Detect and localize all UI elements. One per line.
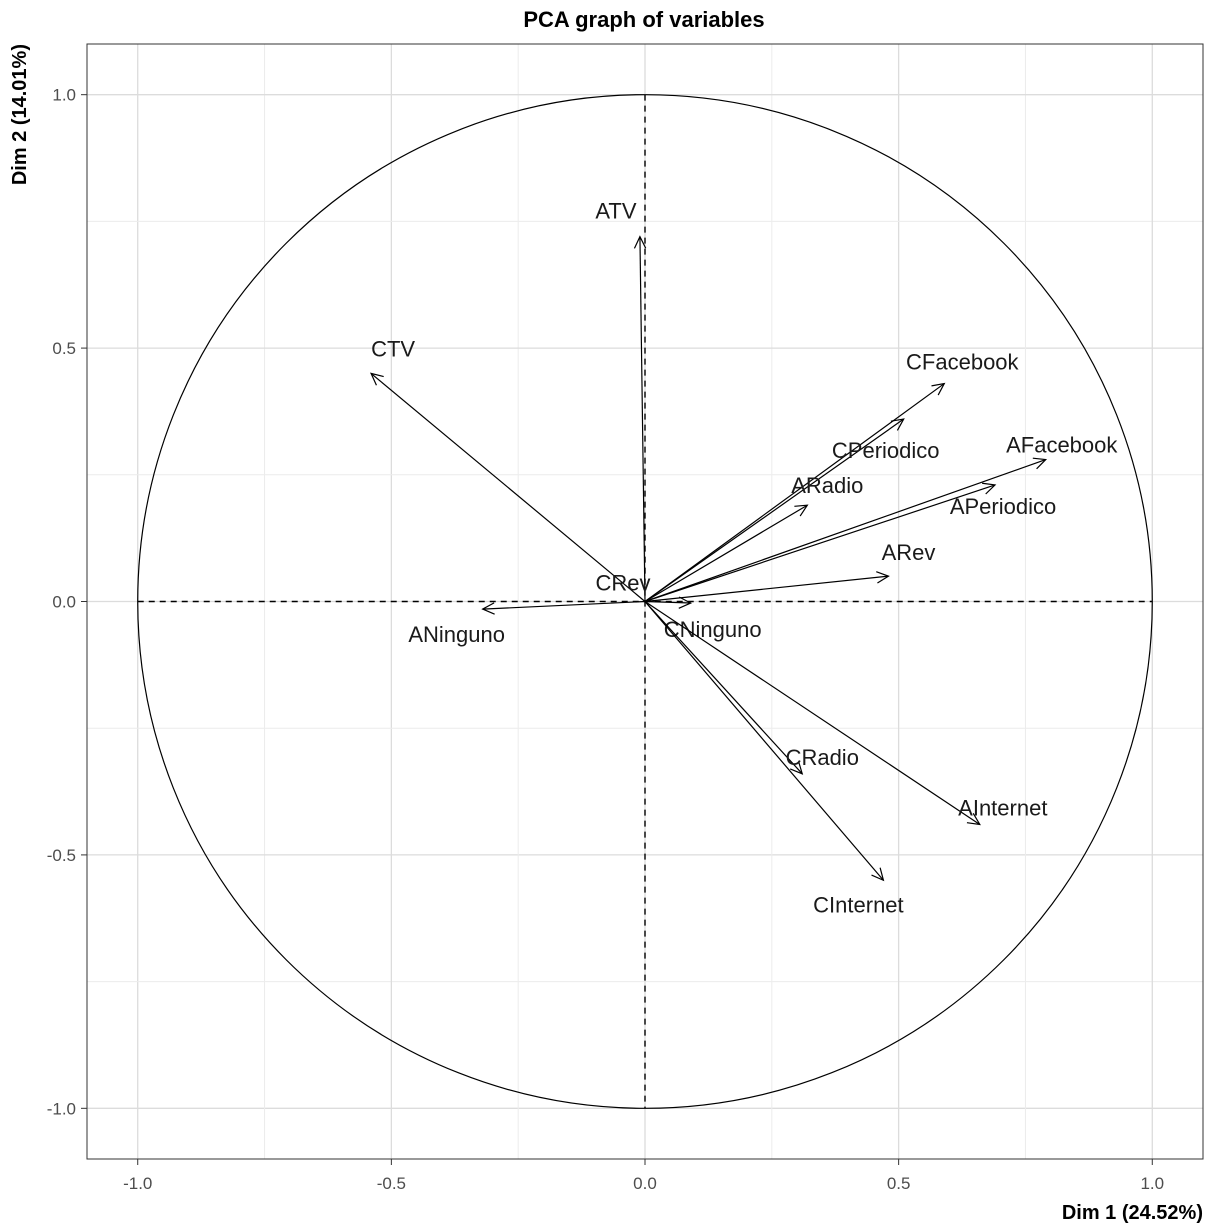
x-tick-label: 0.5	[887, 1174, 911, 1193]
arrowhead-cinternet	[871, 867, 885, 882]
arrowhead-aradio	[794, 504, 809, 517]
variable-label-ctv: CTV	[371, 336, 415, 361]
arrow-cperiodico	[644, 418, 905, 602]
variable-label-afacebook: AFacebook	[1006, 433, 1118, 458]
correlation-circle	[137, 94, 1153, 1109]
variable-label-ainternet: AInternet	[958, 796, 1047, 821]
arrowhead-cfacebook	[931, 382, 946, 396]
arrow-aninguno	[482, 600, 646, 610]
variable-label-atv: ATV	[595, 199, 636, 224]
x-axis-title: Dim 1 (24.52%)	[1062, 1202, 1203, 1224]
y-tick-label: -1.0	[47, 1099, 76, 1118]
arrow-aradio	[644, 504, 808, 603]
plot-layer: ATV CTV CFacebook CPeriodico AFacebook ARadio…	[137, 94, 1153, 1109]
arrow-cfacebook	[644, 383, 945, 602]
arrow-ainternet	[644, 601, 981, 825]
variable-label-arev: ARev	[882, 540, 936, 565]
y-tick-label: 1.0	[52, 86, 76, 105]
arrow-afacebook	[644, 459, 1046, 603]
variable-label-cradio: CRadio	[786, 745, 859, 770]
arrow-aperiodico	[644, 484, 996, 603]
variable-label-crev: CRev	[595, 571, 650, 596]
y-axis-title: Dim 2 (14.01%)	[9, 44, 31, 185]
variable-label-aperiodico: APeriodico	[950, 494, 1056, 519]
arrowhead-afacebook	[1032, 457, 1048, 470]
variable-label-aninguno: ANinguno	[408, 622, 505, 647]
x-tick-label: -0.5	[377, 1174, 406, 1193]
arrowhead-atv	[633, 235, 647, 249]
arrowhead-arev	[876, 571, 890, 584]
x-tick-label: -1.0	[123, 1174, 152, 1193]
chart-title: PCA graph of variables	[523, 7, 764, 32]
arrowhead-ainternet	[966, 812, 981, 826]
axis-ticks: -1.0 -0.5 0.0 0.5 1.0 -1.0 -0.5 0.0 0.5 1.0	[47, 86, 1164, 1193]
variable-label-cfacebook: CFacebook	[906, 350, 1020, 375]
arrowhead-aperiodico	[982, 482, 997, 495]
arrow-cinternet	[644, 601, 884, 881]
arrow-ctv	[370, 372, 646, 602]
arrow-cradio	[644, 601, 803, 775]
arrowhead-ctv	[370, 372, 384, 386]
arrowhead-cradio	[789, 761, 804, 775]
arrowhead-cninguno	[678, 596, 693, 609]
arrow-cninguno	[644, 600, 691, 604]
y-tick-label: 0.5	[52, 339, 76, 358]
arrow-atv	[639, 236, 646, 602]
x-tick-label: 1.0	[1140, 1174, 1164, 1193]
variable-label-aradio: ARadio	[791, 473, 863, 498]
variable-label-cinternet: CInternet	[813, 892, 904, 917]
x-tick-label: 0.0	[633, 1174, 657, 1193]
y-tick-label: 0.0	[52, 593, 76, 612]
y-tick-label: -0.5	[47, 846, 76, 865]
arrow-arev	[644, 575, 889, 603]
arrowhead-aninguno	[481, 602, 495, 615]
variable-label-cperiodico: CPeriodico	[832, 438, 940, 463]
arrowhead-cperiodico	[890, 418, 905, 431]
variable-label-cninguno: CNinguno	[664, 617, 762, 642]
